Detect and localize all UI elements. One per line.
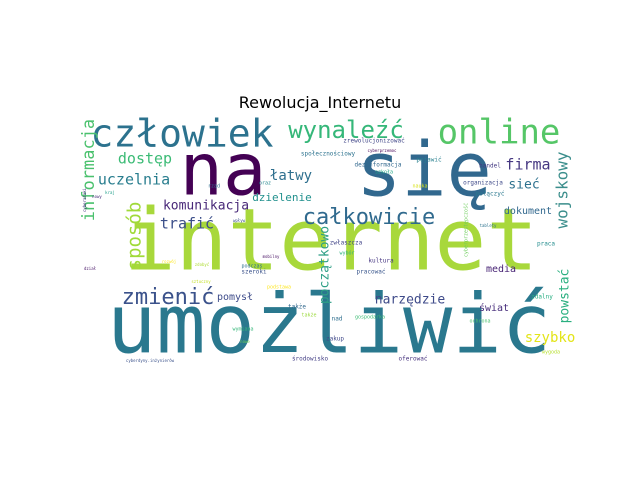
word-59: nowy	[92, 194, 102, 199]
word-37: kultura	[368, 258, 394, 265]
chart-title: Rewolucja_Internetu	[238, 93, 402, 112]
word-70: tablety	[480, 223, 497, 228]
word-25: dokument	[504, 206, 552, 217]
word-9: sposób	[124, 202, 146, 271]
word-43: zakup	[326, 336, 344, 343]
word-6: wynaleźć	[288, 116, 404, 144]
word-29: organizacja	[463, 180, 503, 187]
word-58: rozwój	[162, 259, 176, 264]
word-27: świat	[479, 302, 509, 314]
word-14: uczelnia	[98, 171, 170, 189]
word-24: pomysł	[217, 292, 253, 303]
word-56: wymiana	[232, 327, 253, 333]
word-8: całkowicie	[303, 205, 435, 230]
word-64: wpływ	[233, 218, 246, 223]
word-69: nowe	[240, 339, 250, 344]
word-2: się	[356, 126, 491, 214]
word-15: trafić	[160, 215, 214, 233]
word-65: cyberataki	[82, 187, 87, 212]
word-0: internet	[124, 190, 538, 290]
word-26: media	[486, 264, 516, 275]
word-42: nad	[332, 316, 343, 323]
word-30: społecznościowy	[301, 151, 356, 158]
word-49: nauka	[412, 184, 427, 190]
word-53: cyberprzemoc	[368, 148, 397, 153]
word-33: handel	[479, 163, 501, 170]
word-5: online	[438, 113, 561, 153]
word-22: początkowo	[318, 226, 333, 304]
word-68: ochrona	[469, 319, 490, 325]
word-61: dział	[84, 266, 97, 271]
word-12: dostęp	[118, 150, 172, 168]
word-71: kraj	[105, 190, 115, 195]
word-44: środowisko	[292, 356, 329, 363]
word-18: sieć	[508, 178, 539, 193]
word-19: powstać	[558, 269, 573, 324]
word-17: komunikacja	[163, 199, 249, 214]
word-1: umożliwić	[107, 277, 551, 372]
word-60: także	[301, 313, 316, 319]
word-34: połączyć	[476, 191, 505, 198]
word-54: rząd	[208, 184, 220, 190]
word-40: zdalny	[531, 294, 553, 301]
word-51: oraz	[259, 181, 271, 187]
word-32: pojawić	[416, 157, 442, 164]
word-38: pracować	[357, 269, 386, 276]
word-52: cyberprzestępczość	[463, 203, 470, 257]
word-36: szeroki	[241, 269, 267, 276]
word-23: dzielenie	[252, 191, 312, 204]
word-63: podczas	[241, 264, 262, 270]
word-21: narzędzie	[375, 293, 446, 308]
word-11: wojskowy	[553, 151, 572, 228]
word-20: szybko	[525, 330, 576, 346]
word-31: zwłaszcza	[330, 240, 363, 247]
word-16: łatwy	[270, 168, 312, 184]
word-47: wybór	[339, 250, 354, 257]
word-48: gospodarka	[355, 315, 385, 321]
word-62: zdobyć	[195, 262, 210, 267]
word-13: firma	[505, 156, 550, 174]
word-46: wygoda	[542, 350, 560, 356]
word-7: zmienić	[122, 285, 215, 310]
word-39: praca	[537, 241, 555, 248]
word-10: informacja	[79, 119, 99, 221]
word-4: człowiek	[90, 112, 273, 156]
word-28: dezinformacja	[355, 162, 402, 169]
word-55: podstawa	[267, 285, 291, 291]
word-35: zrewolucjonizować	[343, 138, 405, 145]
word-3: na	[180, 128, 267, 212]
word-57: mobilny	[263, 254, 280, 259]
word-50: szkoła	[375, 170, 393, 176]
word-45: oferować	[399, 356, 428, 363]
word-66: sztuczny	[191, 279, 211, 284]
word-41: także	[288, 304, 306, 311]
word-67: cyberdyny.inżynierów	[126, 358, 175, 363]
